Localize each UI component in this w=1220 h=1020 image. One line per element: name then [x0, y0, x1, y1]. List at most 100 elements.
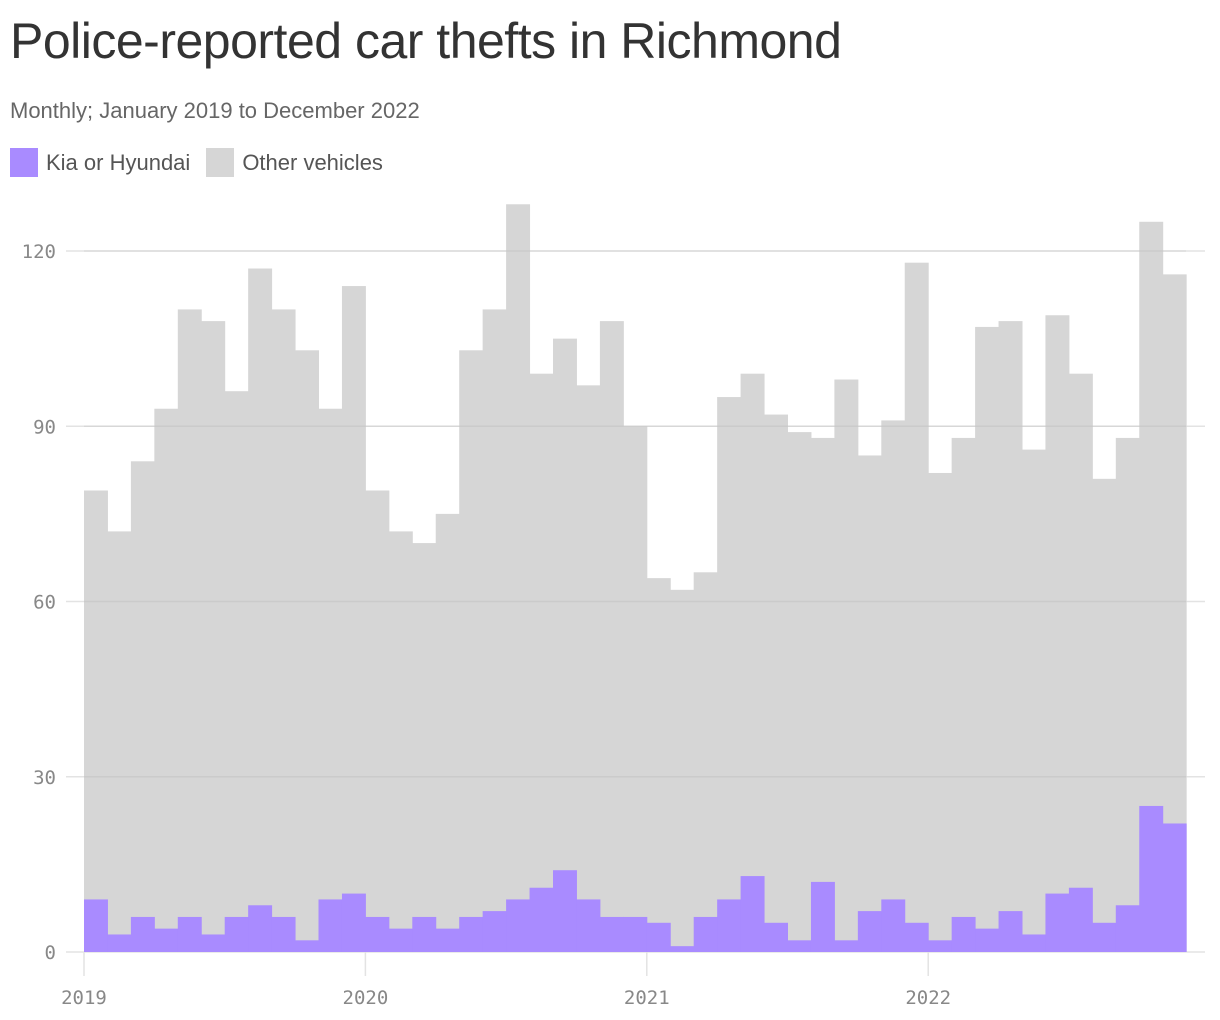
- x-tick-label: 2019: [61, 987, 107, 1009]
- bar-kia-hyundai: [84, 899, 108, 952]
- bar-other-vehicles: [1162, 274, 1187, 952]
- legend-swatch-other: [206, 148, 235, 177]
- bar-kia-hyundai: [1115, 905, 1140, 952]
- x-tick-label: 2020: [343, 987, 389, 1009]
- bar-kia-hyundai: [365, 916, 390, 952]
- bar-kia-hyundai: [1068, 887, 1093, 952]
- bar-kia-hyundai: [1092, 922, 1117, 952]
- bar-kia-hyundai: [951, 916, 976, 952]
- bar-kia-hyundai: [1139, 805, 1164, 952]
- bar-other-vehicles: [1045, 315, 1070, 953]
- bar-other-vehicles: [295, 350, 319, 952]
- kia-hyundai-bars: [84, 805, 1187, 952]
- bar-kia-hyundai: [201, 934, 226, 952]
- bar-kia-hyundai: [459, 916, 484, 952]
- bar-kia-hyundai: [107, 934, 132, 952]
- x-tick-label: 2021: [624, 987, 670, 1009]
- y-axis: 0 30 60 90 120: [22, 241, 56, 964]
- bar-kia-hyundai: [764, 922, 788, 952]
- bar-other-vehicles: [857, 455, 882, 952]
- x-axis: 2019 2020 2021 2022: [61, 952, 951, 1009]
- bar-kia-hyundai: [224, 916, 249, 952]
- bar-other-vehicles: [670, 589, 695, 952]
- bar-other-vehicles: [459, 350, 484, 952]
- bar-kia-hyundai: [576, 899, 601, 952]
- other-vehicles-bars: [84, 204, 1187, 953]
- bar-kia-hyundai: [177, 916, 202, 952]
- bar-other-vehicles: [107, 531, 132, 952]
- bar-kia-hyundai: [693, 916, 718, 952]
- bar-other-vehicles: [84, 490, 108, 952]
- bar-other-vehicles: [412, 543, 437, 952]
- bar-other-vehicles: [717, 397, 742, 953]
- bar-other-vehicles: [1139, 221, 1164, 952]
- bar-kia-hyundai: [341, 893, 366, 952]
- y-tick-label: 0: [45, 942, 56, 964]
- bar-kia-hyundai: [154, 928, 179, 952]
- chart-subtitle: Monthly; January 2019 to December 2022: [10, 98, 420, 123]
- legend-item-other: Other vehicles: [206, 148, 383, 177]
- bar-other-vehicles: [435, 513, 460, 952]
- bar-other-vehicles: [740, 373, 765, 952]
- bar-kia-hyundai: [1022, 934, 1046, 952]
- bar-other-vehicles: [1068, 373, 1093, 952]
- bar-other-vehicles: [529, 373, 554, 952]
- bar-kia-hyundai: [482, 911, 507, 952]
- bar-other-vehicles: [130, 461, 155, 952]
- bar-other-vehicles: [881, 420, 906, 952]
- bar-kia-hyundai: [130, 916, 155, 952]
- bar-kia-hyundai: [904, 922, 929, 952]
- bar-other-vehicles: [271, 309, 296, 953]
- bar-kia-hyundai: [271, 916, 296, 952]
- bar-other-vehicles: [388, 531, 413, 952]
- bar-kia-hyundai: [998, 911, 1023, 952]
- legend-item-kia: Kia or Hyundai: [10, 148, 190, 177]
- bar-other-vehicles: [318, 408, 343, 953]
- bar-kia-hyundai: [810, 881, 835, 952]
- chart-title: Police-reported car thefts in Richmond: [10, 13, 842, 69]
- legend: Kia or Hyundai Other vehicles: [10, 148, 399, 177]
- bar-kia-hyundai: [435, 928, 460, 952]
- bar-other-vehicles: [787, 432, 812, 952]
- bar-other-vehicles: [154, 408, 179, 953]
- bar-other-vehicles: [576, 385, 601, 952]
- bar-other-vehicles: [201, 321, 226, 953]
- bar-kia-hyundai: [553, 870, 577, 952]
- bar-other-vehicles: [951, 437, 976, 952]
- bar-kia-hyundai: [248, 905, 273, 952]
- bar-kia-hyundai: [599, 916, 624, 952]
- bar-other-vehicles: [248, 268, 273, 952]
- bar-kia-hyundai: [1162, 823, 1187, 952]
- bar-other-vehicles: [623, 426, 648, 952]
- bar-other-vehicles: [834, 379, 859, 952]
- bar-kia-hyundai: [295, 940, 319, 952]
- bar-kia-hyundai: [928, 940, 953, 952]
- bar-kia-hyundai: [740, 876, 765, 952]
- bar-other-vehicles: [1022, 449, 1046, 952]
- bar-other-vehicles: [693, 572, 718, 952]
- y-tick-label: 120: [22, 241, 56, 263]
- bar-kia-hyundai: [388, 928, 413, 952]
- bar-kia-hyundai: [975, 928, 1000, 952]
- legend-label-kia: Kia or Hyundai: [46, 149, 191, 175]
- gridlines-overlay: [84, 250, 1186, 778]
- bar-kia-hyundai: [529, 887, 554, 952]
- bar-kia-hyundai: [318, 899, 343, 952]
- bar-other-vehicles: [764, 414, 788, 953]
- bar-kia-hyundai: [670, 946, 695, 952]
- bar-other-vehicles: [998, 321, 1023, 953]
- bar-kia-hyundai: [506, 899, 531, 952]
- bar-other-vehicles: [904, 262, 929, 952]
- bar-other-vehicles: [365, 490, 390, 952]
- bar-other-vehicles: [646, 578, 671, 952]
- bar-kia-hyundai: [623, 916, 648, 952]
- y-tick-label: 90: [33, 416, 56, 438]
- bar-kia-hyundai: [834, 940, 859, 952]
- bar-other-vehicles: [810, 437, 835, 952]
- bar-other-vehicles: [506, 204, 531, 952]
- bar-other-vehicles: [553, 338, 577, 952]
- bar-kia-hyundai: [412, 916, 437, 952]
- legend-swatch-kia: [10, 148, 38, 177]
- x-tick-label: 2022: [905, 987, 951, 1009]
